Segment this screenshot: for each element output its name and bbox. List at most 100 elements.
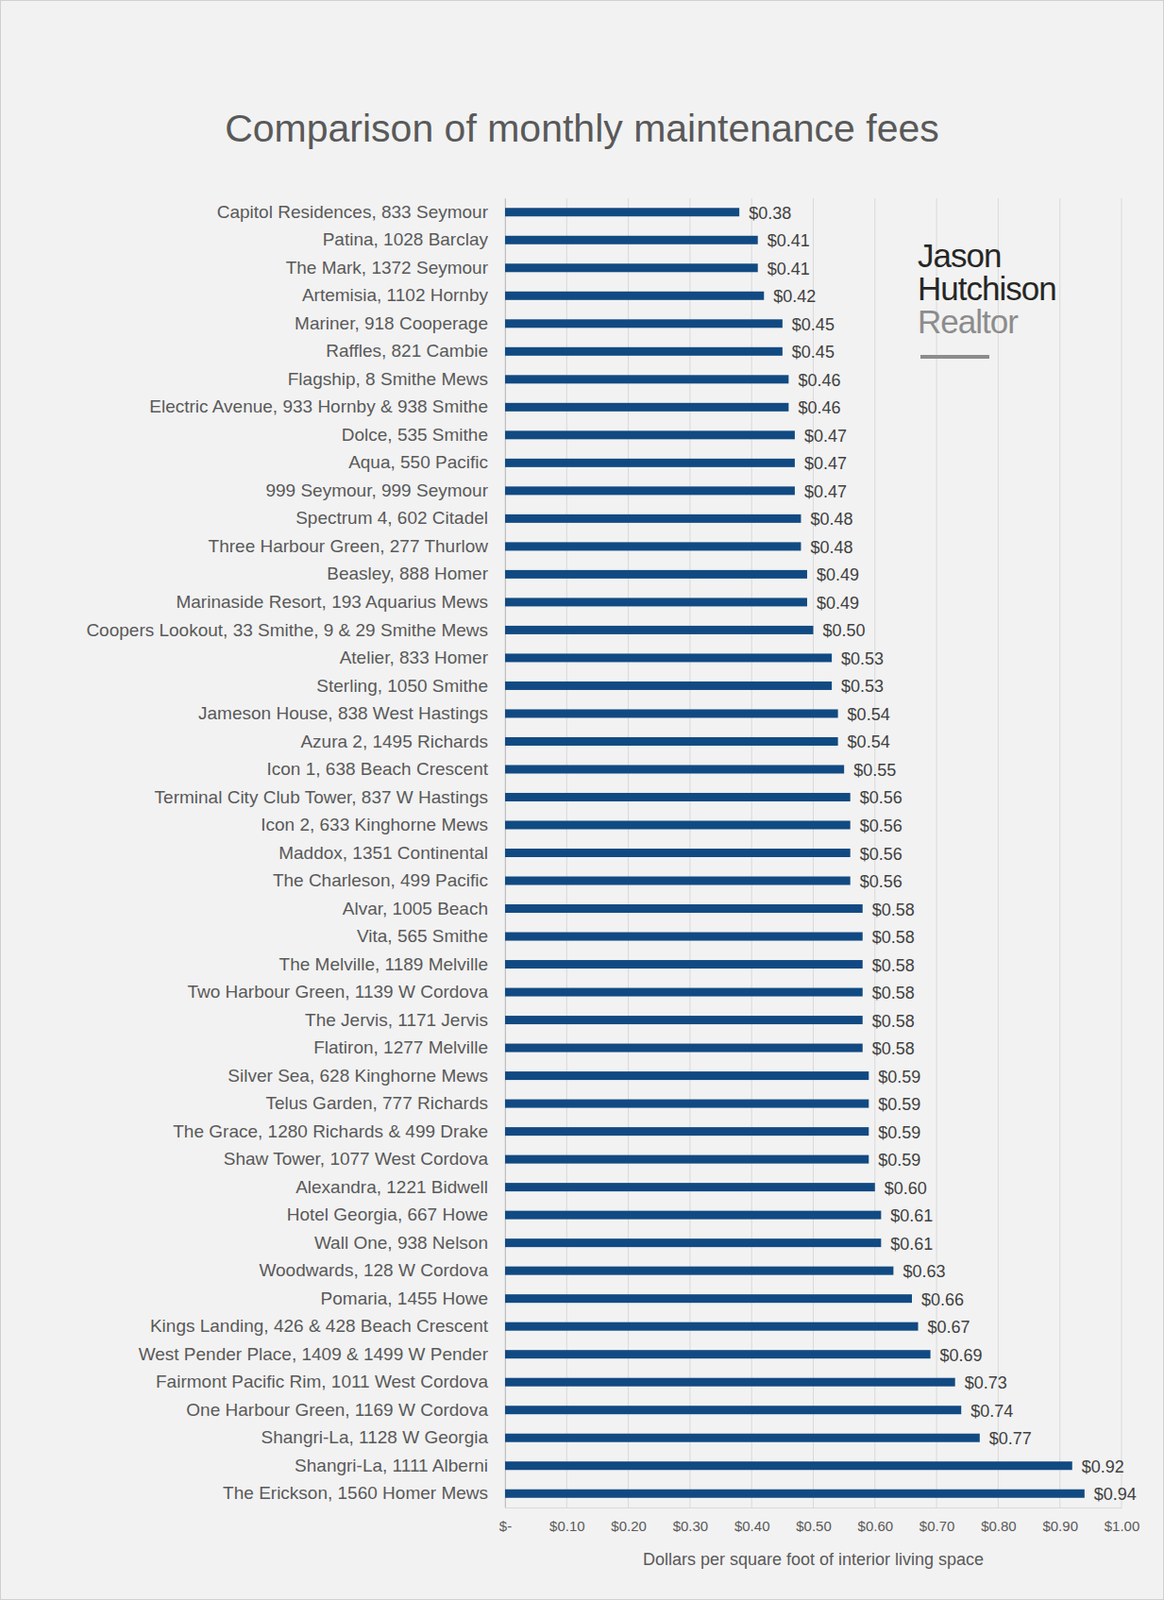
category-label: Flatiron, 1277 Melville bbox=[313, 1037, 489, 1058]
bars bbox=[505, 207, 1085, 1498]
x-tick: $0.10 bbox=[549, 1507, 586, 1535]
y-tick: Beasley, 888 Homer bbox=[326, 563, 506, 584]
data-label: $0.77 bbox=[989, 1429, 1032, 1449]
bar bbox=[505, 1238, 881, 1248]
bar bbox=[505, 708, 839, 718]
bar bbox=[505, 1349, 931, 1359]
bar bbox=[505, 236, 759, 245]
y-tick: Hotel Georgia, 667 Howe bbox=[286, 1204, 506, 1225]
y-tick: Flatiron, 1277 Melville bbox=[313, 1037, 506, 1058]
bar bbox=[505, 681, 832, 691]
logo-text: Jason bbox=[917, 236, 1001, 274]
category-label: Spectrum 4, 602 Citadel bbox=[295, 507, 489, 528]
data-label: $0.46 bbox=[797, 398, 841, 418]
y-tick: Telus Garden, 777 Richards bbox=[265, 1093, 506, 1114]
data-label: $0.69 bbox=[940, 1346, 983, 1366]
x-axis: $-$0.10$0.20$0.30$0.40$0.50$0.60$0.70$0.… bbox=[499, 1507, 1140, 1535]
data-label: $0.46 bbox=[797, 371, 841, 390]
data-label: $0.41 bbox=[767, 231, 810, 251]
category-label: Patina, 1028 Barclay bbox=[322, 229, 490, 250]
y-tick: Silver Sea, 628 Kinghorne Mews bbox=[227, 1065, 506, 1086]
data-label: $0.54 bbox=[847, 705, 891, 725]
bar bbox=[505, 207, 740, 217]
y-tick: The Jervis, 1171 Jervis bbox=[304, 1010, 506, 1030]
category-label: Azura 2, 1495 Richards bbox=[300, 731, 489, 752]
category-label: Mariner, 918 Cooperage bbox=[294, 313, 489, 334]
data-label: $0.56 bbox=[860, 872, 903, 892]
category-label: Terminal City Club Tower, 837 W Hastings bbox=[154, 787, 489, 808]
category-label: Capitol Residences, 833 Seymour bbox=[217, 202, 490, 222]
data-label: $0.47 bbox=[804, 482, 847, 502]
bar bbox=[505, 764, 844, 774]
data-label: $0.48 bbox=[809, 509, 853, 529]
bar bbox=[505, 1182, 876, 1192]
y-tick: Aqua, 550 Pacific bbox=[348, 452, 506, 473]
category-label: The Mark, 1372 Seymour bbox=[286, 257, 490, 278]
logo-text: Hutchison bbox=[917, 269, 1057, 307]
category-label: Fairmont Pacific Rim, 1011 West Cordova bbox=[155, 1371, 489, 1392]
category-label: Icon 2, 633 Kinghorne Mews bbox=[260, 814, 489, 835]
category-label: Hotel Georgia, 667 Howe bbox=[286, 1204, 489, 1225]
bar bbox=[505, 1099, 869, 1109]
category-label: Aqua, 550 Pacific bbox=[348, 452, 489, 473]
bar bbox=[505, 1015, 863, 1025]
y-tick: The Melville, 1189 Melville bbox=[279, 954, 506, 975]
bar bbox=[505, 541, 801, 551]
category-label: Beasley, 888 Homer bbox=[326, 563, 489, 584]
y-tick: Shangri-La, 1128 W Georgia bbox=[261, 1427, 506, 1448]
y-tick: Mariner, 918 Cooperage bbox=[294, 313, 506, 334]
y-tick: Capitol Residences, 833 Seymour bbox=[217, 202, 506, 222]
y-tick: Coopers Lookout, 33 Smithe, 9 & 29 Smith… bbox=[85, 619, 506, 640]
category-label: West Pender Place, 1409 & 1499 W Pender bbox=[138, 1344, 490, 1365]
bar bbox=[505, 1461, 1073, 1470]
bar bbox=[505, 1044, 863, 1053]
data-label: $0.58 bbox=[872, 983, 915, 1003]
background bbox=[0, 0, 1164, 1600]
data-label: $0.67 bbox=[927, 1317, 971, 1337]
category-label: Raffles, 821 Cambie bbox=[325, 340, 489, 361]
x-tick-label: $0.60 bbox=[858, 1518, 895, 1535]
logo: JasonHutchisonRealtor bbox=[917, 236, 1057, 357]
y-tick: The Charleson, 499 Pacific bbox=[272, 870, 506, 891]
y-tick: Raffles, 821 Cambie bbox=[325, 340, 506, 361]
bar bbox=[505, 653, 832, 662]
category-label: Icon 1, 638 Beach Crescent bbox=[267, 759, 490, 779]
bar bbox=[505, 1378, 956, 1387]
data-label: $0.56 bbox=[860, 788, 903, 808]
bar bbox=[505, 625, 814, 635]
x-tick: $0.90 bbox=[1042, 1507, 1079, 1535]
grid-line bbox=[1121, 198, 1123, 1508]
logo-rule bbox=[920, 354, 990, 359]
y-tick: Shaw Tower, 1077 West Cordova bbox=[223, 1148, 506, 1169]
data-label: $0.58 bbox=[872, 1039, 915, 1059]
x-tick-label: $0.20 bbox=[610, 1518, 647, 1535]
category-label: Alexandra, 1221 Bidwell bbox=[295, 1177, 489, 1198]
bar bbox=[505, 514, 801, 523]
category-label: Two Harbour Green, 1139 W Cordova bbox=[186, 981, 489, 1002]
data-label: $0.74 bbox=[970, 1401, 1013, 1421]
x-tick: $1.00 bbox=[1104, 1507, 1141, 1535]
data-label: $0.50 bbox=[823, 621, 866, 641]
y-tick: 999 Seymour, 999 Seymour bbox=[265, 480, 506, 501]
x-tick-label: $0.80 bbox=[980, 1518, 1017, 1535]
category-label: Three Harbour Green, 277 Thurlow bbox=[208, 536, 490, 557]
y-tick: Artemisia, 1102 Hornby bbox=[302, 285, 506, 305]
x-tick: $0.60 bbox=[858, 1507, 895, 1535]
data-label: $0.73 bbox=[964, 1373, 1008, 1393]
category-label: The Grace, 1280 Richards & 499 Drake bbox=[172, 1121, 489, 1142]
bar bbox=[505, 570, 808, 579]
data-label: $0.41 bbox=[767, 259, 810, 279]
y-tick: Two Harbour Green, 1139 W Cordova bbox=[186, 981, 506, 1002]
category-label: Silver Sea, 628 Kinghorne Mews bbox=[227, 1065, 489, 1086]
bar bbox=[505, 1211, 881, 1220]
y-tick: Shangri-La, 1111 Alberni bbox=[294, 1455, 506, 1476]
category-label: Shangri-La, 1128 W Georgia bbox=[261, 1427, 490, 1448]
category-label: Shangri-La, 1111 Alberni bbox=[294, 1455, 489, 1476]
y-tick: Dolce, 535 Smithe bbox=[341, 424, 506, 445]
x-tick: $0.50 bbox=[795, 1507, 832, 1535]
logo-text: Realtor bbox=[917, 303, 1019, 340]
y-tick: Azura 2, 1495 Richards bbox=[300, 731, 506, 752]
bar bbox=[505, 1433, 980, 1443]
x-tick: $0.30 bbox=[673, 1507, 709, 1535]
category-label: The Melville, 1189 Melville bbox=[279, 954, 489, 975]
